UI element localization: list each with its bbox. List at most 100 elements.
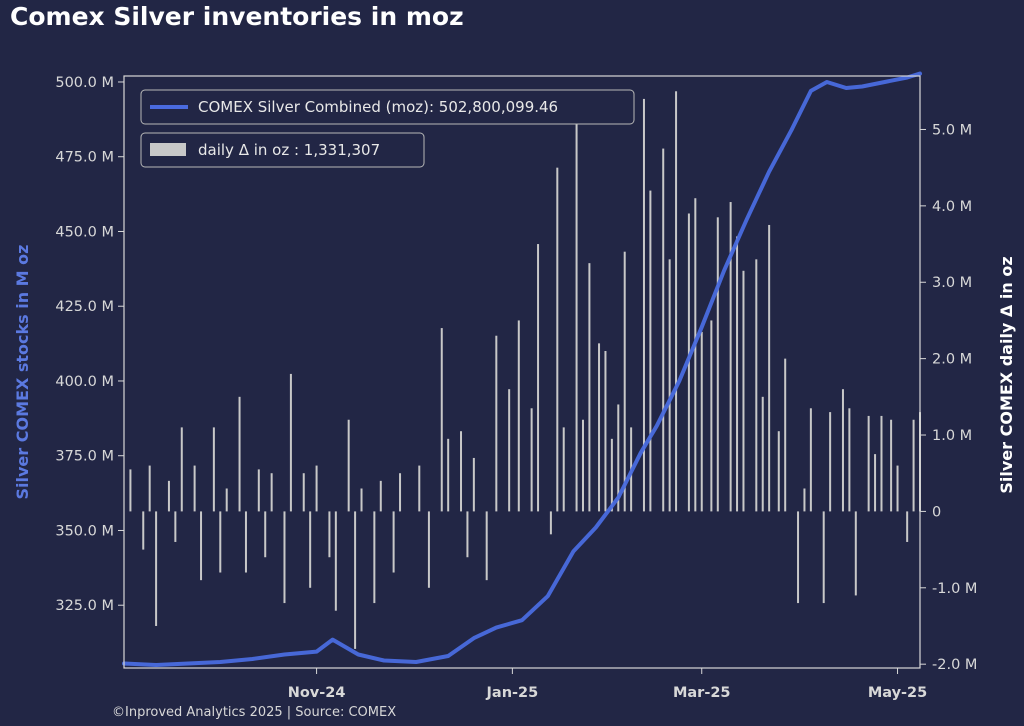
delta-bar	[912, 419, 915, 512]
delta-bar	[212, 427, 215, 512]
delta-bar	[736, 236, 739, 512]
delta-bar	[668, 259, 671, 512]
delta-bar	[392, 511, 395, 573]
plot-frame	[123, 75, 921, 669]
legend-box-bars	[140, 132, 425, 168]
delta-bar	[495, 335, 498, 512]
delta-bar	[238, 396, 241, 512]
left-tick-label: 475.0 M	[55, 150, 114, 166]
delta-bar	[379, 480, 382, 512]
delta-bar	[700, 331, 703, 512]
legend-bar-swatch	[150, 143, 186, 156]
right-tick-label: 5.0 M	[932, 122, 972, 138]
delta-bar	[575, 106, 578, 512]
left-tick-label: 400.0 M	[55, 374, 114, 390]
delta-bar	[556, 167, 559, 512]
delta-bar	[642, 98, 645, 512]
left-axis-ticks: 325.0 M 350.0 M 375.0 M 400.0 M 425.0 M 450.0…	[55, 75, 124, 614]
delta-bar	[530, 408, 533, 512]
delta-bar	[537, 244, 540, 512]
left-tick-label: 350.0 M	[55, 523, 114, 539]
delta-bar	[174, 511, 177, 542]
delta-bar	[854, 511, 857, 596]
stock-line-layer	[122, 71, 922, 667]
delta-bar	[588, 263, 591, 512]
delta-bar	[694, 198, 697, 512]
delta-bar	[354, 511, 357, 649]
delta-bar	[675, 91, 678, 512]
delta-bar	[302, 473, 305, 512]
delta-bar	[581, 419, 584, 512]
source-credit: ©Inproved Analytics 2025 | Source: COMEX	[112, 705, 397, 720]
delta-bar	[604, 350, 607, 512]
right-axis-ticks: -2.0 M -1.0 M 0 1.0 M 2.0 M 3.0 M 4.0 M 5.0 M	[920, 122, 977, 673]
delta-bar	[418, 465, 421, 512]
stock-line	[122, 71, 922, 667]
right-tick-label: 1.0 M	[932, 428, 972, 444]
delta-bar	[906, 511, 909, 542]
delta-bar	[466, 511, 469, 558]
delta-bar	[848, 408, 851, 512]
delta-bar	[896, 465, 899, 512]
legend-box-line	[140, 89, 635, 125]
delta-bar	[200, 511, 203, 581]
x-tick-label: Mar-25	[673, 685, 731, 701]
delta-bar	[309, 511, 312, 588]
delta-bar	[225, 488, 228, 512]
left-axis-label: Silver COMEX stocks in M oz	[13, 245, 32, 500]
delta-bar	[508, 389, 511, 512]
delta-bar	[777, 431, 780, 512]
chart-title: Comex Silver inventories in moz	[10, 2, 464, 31]
delta-bar	[797, 511, 800, 604]
right-tick-label: 4.0 M	[932, 199, 972, 215]
x-tick-label: Jan-25	[486, 685, 539, 701]
delta-bar	[148, 465, 151, 512]
left-tick-label: 450.0 M	[55, 224, 114, 240]
delta-bar	[549, 511, 552, 535]
delta-bar	[472, 457, 475, 512]
x-tick-label: Nov-24	[288, 685, 346, 701]
right-tick-label: 2.0 M	[932, 352, 972, 368]
delta-bar	[283, 511, 286, 604]
delta-bar	[289, 373, 292, 512]
delta-bar	[193, 465, 196, 512]
delta-bar	[784, 358, 787, 512]
delta-bar	[373, 511, 376, 604]
delta-bar	[716, 217, 719, 512]
right-axis-label: Silver COMEX daily Δ in oz	[997, 256, 1016, 493]
delta-bar	[447, 438, 450, 512]
delta-bar	[662, 148, 665, 512]
left-tick-label: 425.0 M	[55, 299, 114, 315]
delta-bar	[244, 511, 247, 573]
delta-bar	[880, 415, 883, 512]
right-tick-label: -1.0 M	[932, 581, 977, 597]
delta-bar	[270, 473, 273, 512]
delta-bar	[822, 511, 825, 604]
delta-bar	[617, 404, 620, 512]
right-tick-label: -2.0 M	[932, 657, 977, 673]
delta-bar	[129, 469, 132, 512]
delta-bar	[155, 511, 158, 626]
legend: COMEX Silver Combined (moz): 502,800,099…	[140, 89, 635, 168]
delta-bar	[867, 415, 870, 512]
delta-bar	[829, 412, 832, 512]
x-axis-ticks: Nov-24 Jan-25 Mar-25 May-25	[288, 668, 927, 701]
delta-bar	[803, 488, 806, 512]
delta-bar	[264, 511, 267, 558]
delta-bar	[761, 396, 764, 512]
delta-bar	[742, 270, 745, 512]
delta-bar	[328, 511, 331, 558]
delta-bar	[562, 427, 565, 512]
left-tick-label: 375.0 M	[55, 449, 114, 465]
delta-bar	[623, 251, 626, 512]
delta-bar	[334, 511, 337, 611]
delta-bar	[517, 320, 520, 512]
delta-bar	[399, 473, 402, 512]
delta-bar	[710, 320, 713, 512]
delta-bar	[440, 328, 443, 512]
right-tick-label: 0	[932, 504, 941, 520]
delta-bar	[649, 190, 652, 512]
delta-bar	[841, 389, 844, 512]
delta-bar	[809, 408, 812, 512]
